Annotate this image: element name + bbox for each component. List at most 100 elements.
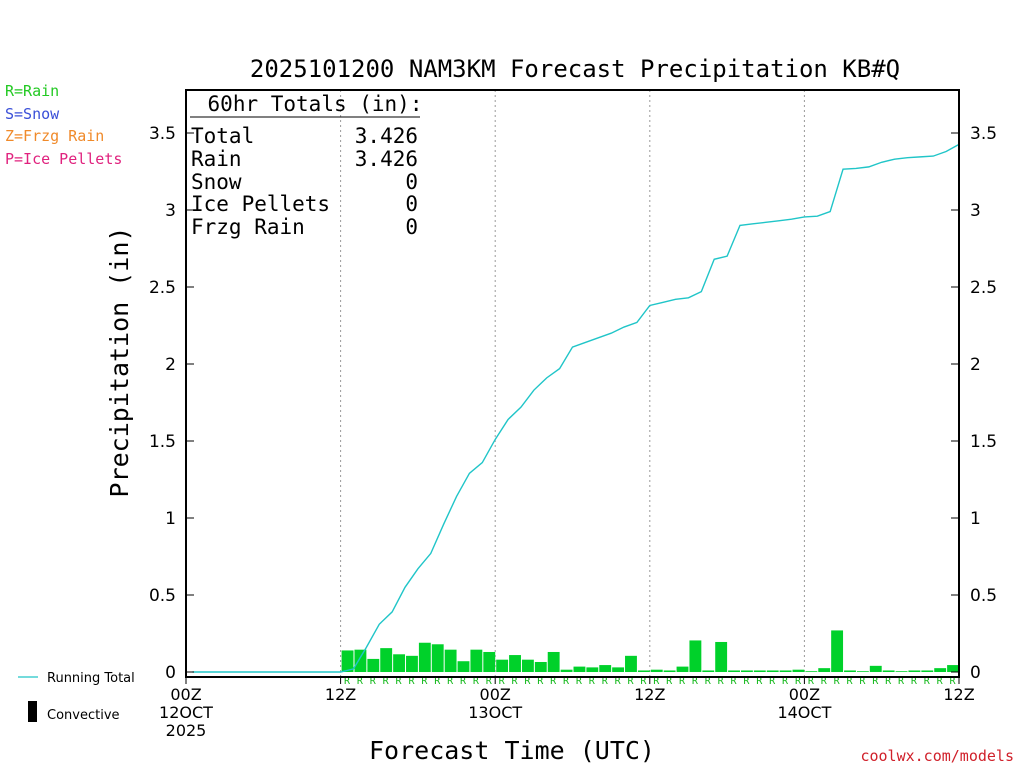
y-tick-label-right: 2 [970, 355, 981, 375]
totals-label: Rain [191, 147, 242, 171]
y-tick-label-left: 3 [165, 201, 176, 221]
rain-marker: R [872, 676, 879, 687]
precip-bar [792, 669, 805, 672]
x-tick-label: 00Z [480, 685, 511, 704]
rain-marker: R [756, 676, 763, 687]
precip-bar [418, 642, 431, 672]
x-tick-label: 13OCT [468, 703, 522, 722]
rain-marker: R [834, 676, 841, 687]
precip-bar [882, 670, 895, 672]
rain-marker: R [950, 676, 957, 687]
precip-bar [380, 648, 393, 672]
precip-bar [509, 655, 521, 672]
rain-marker: R [615, 676, 622, 687]
precip-bar [702, 670, 715, 672]
totals-value: 0 [405, 215, 418, 239]
totals-value: 0 [405, 192, 418, 216]
totals-value: 0 [405, 170, 418, 194]
totals-box: 60hr Totals (in): Total 3.426 Rain 3.426… [190, 92, 422, 239]
precip-bar [676, 666, 689, 672]
running-total-line [192, 143, 960, 673]
x-tick-label: 12Z [943, 685, 974, 704]
precip-bar [728, 670, 740, 672]
precip-bar [637, 670, 650, 672]
precip-bar [341, 650, 354, 672]
rain-marker: R [357, 676, 364, 687]
rain-marker: R [743, 676, 750, 687]
x-tick-label: 12OCT [159, 703, 213, 722]
totals-value: 3.426 [355, 124, 418, 148]
y-tick-label-left: 2 [165, 355, 176, 375]
y-tick-label-right: 2.5 [970, 278, 997, 298]
rain-marker: R [692, 676, 699, 687]
precip-bar [844, 670, 856, 672]
rain-marker: R [782, 676, 789, 687]
rain-marker: R [460, 676, 467, 687]
rain-marker: R [589, 676, 596, 687]
totals-label: Frzg Rain [191, 215, 305, 239]
type-legend: R=Rain S=Snow Z=Frzg Rain P=Ice Pellets [5, 82, 122, 168]
rain-marker: R [499, 676, 506, 687]
rain-marker: R [537, 676, 544, 687]
precip-bar [625, 655, 637, 672]
rain-marker: R [846, 676, 853, 687]
precip-bar [740, 670, 753, 672]
rain-marker: R [924, 676, 931, 687]
precip-bar [689, 640, 702, 672]
precip-bar [406, 655, 418, 672]
legend-frzg-rain: Z=Frzg Rain [5, 127, 104, 145]
x-tick-label: 14OCT [777, 703, 831, 722]
x-tick-label: 12Z [325, 685, 356, 704]
rain-marker: R [473, 676, 480, 687]
precip-bar [599, 665, 612, 672]
rain-marker: R [563, 676, 570, 687]
precip-bar [921, 670, 934, 672]
precip-bar [534, 661, 547, 672]
precip-bar [496, 659, 509, 672]
precip-bar [521, 659, 534, 672]
hourly-precip-bars [341, 630, 959, 672]
legend-ice-pellets: P=Ice Pellets [5, 150, 122, 168]
y-tick-label-left: 0.5 [149, 586, 176, 606]
rain-marker: R [898, 676, 905, 687]
rain-marker: R [705, 676, 712, 687]
rain-marker: R [653, 676, 660, 687]
rain-marker: R [718, 676, 725, 687]
precip-bar [753, 670, 766, 672]
precip-bar [393, 654, 406, 672]
running-total-legend-label: Running Total [47, 671, 135, 686]
rain-marker: R [808, 676, 815, 687]
precip-bar [367, 658, 380, 672]
precip-bar [444, 649, 457, 672]
precip-bar [612, 667, 625, 672]
precip-bar [856, 671, 869, 672]
legend-rain: R=Rain [5, 82, 59, 100]
rain-marker: R [821, 676, 828, 687]
series-legend: Running Total Convective [18, 671, 135, 723]
precip-bar [470, 649, 483, 672]
totals-label: Snow [191, 170, 242, 194]
rain-marker: R [911, 676, 918, 687]
convective-legend-swatch [28, 701, 37, 722]
precip-bar [895, 671, 908, 672]
y-tick-label-right: 1 [970, 509, 981, 529]
y-tick-label-left: 0 [165, 663, 176, 683]
y-tick-label-left: 1.5 [149, 432, 176, 452]
precip-bar [547, 651, 560, 672]
rain-marker: R [666, 676, 673, 687]
precip-bar [560, 669, 573, 672]
precip-bar [457, 661, 470, 672]
precip-bar [869, 665, 882, 672]
precip-bar [831, 630, 844, 672]
x-axis-label: Forecast Time (UTC) [369, 736, 655, 765]
rain-marker: R [937, 676, 944, 687]
rain-marker: R [885, 676, 892, 687]
totals-header: 60hr Totals (in): [208, 92, 423, 116]
precip-bar [586, 667, 599, 672]
rain-marker: R [795, 676, 802, 687]
y-tick-label-right: 0 [970, 663, 981, 683]
precip-bar [934, 668, 947, 672]
